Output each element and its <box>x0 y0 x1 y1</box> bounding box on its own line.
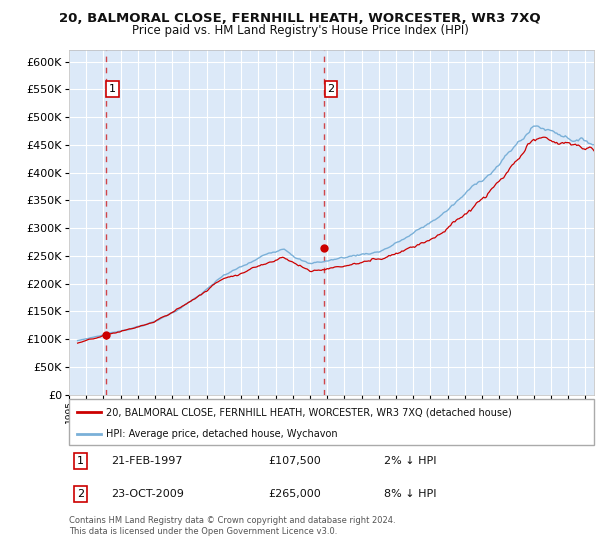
Text: Contains HM Land Registry data © Crown copyright and database right 2024.
This d: Contains HM Land Registry data © Crown c… <box>69 516 395 536</box>
Text: 1: 1 <box>77 456 84 466</box>
Text: 8% ↓ HPI: 8% ↓ HPI <box>384 489 437 500</box>
Text: 20, BALMORAL CLOSE, FERNHILL HEATH, WORCESTER, WR3 7XQ (detached house): 20, BALMORAL CLOSE, FERNHILL HEATH, WORC… <box>106 407 511 417</box>
Text: 21-FEB-1997: 21-FEB-1997 <box>111 456 182 466</box>
Text: 2: 2 <box>328 84 334 94</box>
Text: 2: 2 <box>77 489 84 500</box>
Text: 20, BALMORAL CLOSE, FERNHILL HEATH, WORCESTER, WR3 7XQ: 20, BALMORAL CLOSE, FERNHILL HEATH, WORC… <box>59 12 541 25</box>
Text: 2% ↓ HPI: 2% ↓ HPI <box>384 456 437 466</box>
Text: Price paid vs. HM Land Registry's House Price Index (HPI): Price paid vs. HM Land Registry's House … <box>131 24 469 36</box>
Text: £107,500: £107,500 <box>269 456 321 466</box>
Text: 1: 1 <box>109 84 116 94</box>
Text: HPI: Average price, detached house, Wychavon: HPI: Average price, detached house, Wych… <box>106 429 337 438</box>
Text: £265,000: £265,000 <box>269 489 321 500</box>
Text: 23-OCT-2009: 23-OCT-2009 <box>111 489 184 500</box>
